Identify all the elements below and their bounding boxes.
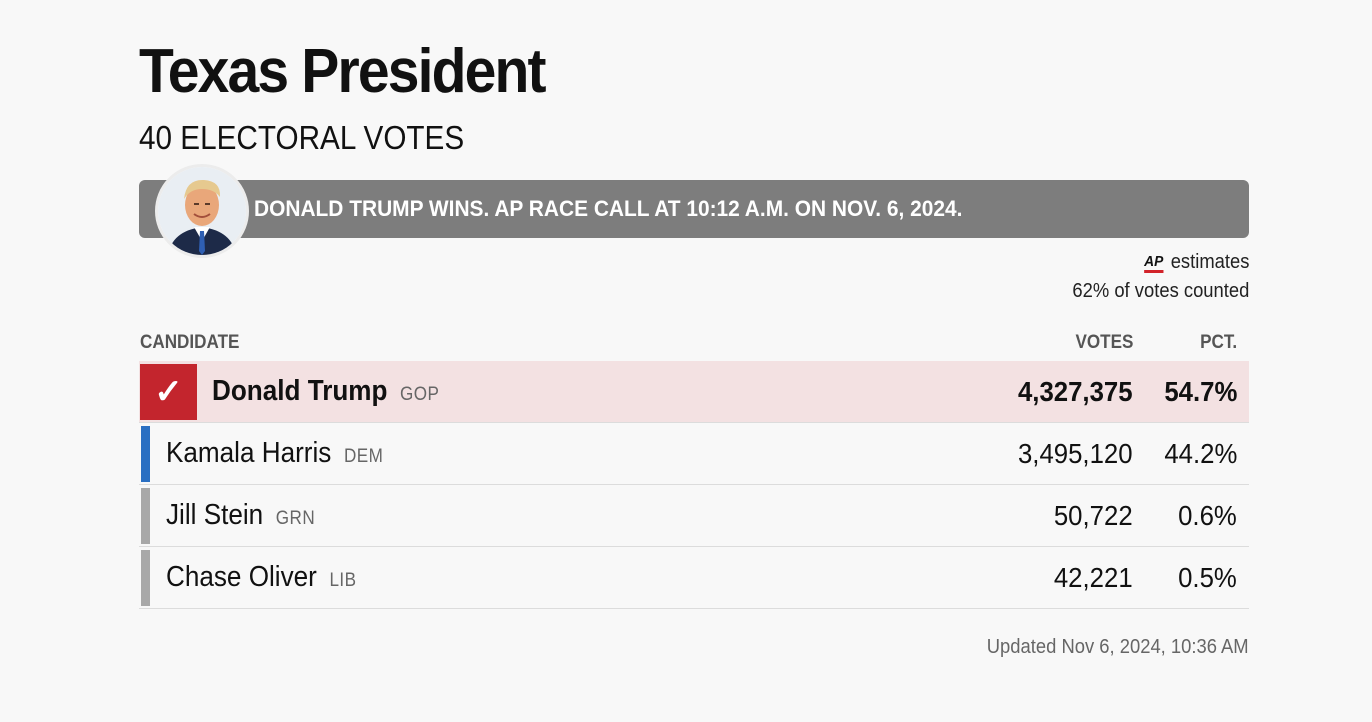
header-candidate: CANDIDATE: [140, 332, 240, 353]
party-color-bar: [141, 488, 150, 544]
vote-percent: 54.7%: [1163, 376, 1237, 407]
results-table: ✓ Donald Trump GOP 4,327,375 54.7% Kamala…: [139, 361, 1249, 609]
header-pct: PCT.: [1199, 332, 1237, 353]
vote-count: 3,495,120: [1018, 438, 1133, 469]
race-call-banner: DONALD TRUMP WINS. AP RACE CALL AT 10:12…: [139, 180, 1249, 238]
votes-counted: 62% of votes counted: [1072, 280, 1249, 302]
table-row: Chase Oliver LIB 42,221 0.5%: [139, 547, 1249, 609]
vote-count: 50,722: [1054, 500, 1133, 531]
candidate-name: Donald Trump GOP: [212, 375, 440, 407]
candidate-name: Chase Oliver LIB: [166, 561, 357, 593]
vote-count: 42,221: [1054, 562, 1133, 593]
table-row: Kamala Harris DEM 3,495,120 44.2%: [139, 423, 1249, 485]
table-row: Jill Stein GRN 50,722 0.6%: [139, 485, 1249, 547]
header-votes: VOTES: [1075, 332, 1133, 353]
winner-check-icon: ✓: [140, 364, 197, 420]
vote-count: 4,327,375: [1018, 376, 1133, 407]
table-header: CANDIDATE VOTES PCT.: [139, 332, 1249, 358]
estimates-label: estimates: [1170, 251, 1249, 273]
results-panel: Texas President 40 ELECTORAL VOTES DONAL…: [139, 36, 1249, 658]
updated-timestamp: Updated Nov 6, 2024, 10:36 AM: [987, 636, 1249, 658]
table-row: ✓ Donald Trump GOP 4,327,375 54.7%: [139, 361, 1249, 423]
party-color-bar: [141, 426, 150, 482]
party-label: LIB: [329, 570, 357, 591]
candidate-photo-icon: [158, 167, 246, 255]
vote-percent: 0.5%: [1178, 562, 1237, 593]
vote-percent: 44.2%: [1163, 438, 1237, 469]
ap-logo: AP: [1143, 254, 1163, 273]
party-label: DEM: [343, 446, 384, 467]
ap-estimates: AP estimates: [1143, 251, 1249, 274]
party-label: GOP: [400, 384, 440, 405]
party-color-bar: [141, 550, 150, 606]
winner-avatar: [155, 164, 249, 258]
page-title: Texas President: [139, 37, 547, 106]
party-label: GRN: [275, 508, 316, 529]
vote-percent: 0.6%: [1178, 500, 1237, 531]
electoral-votes-subtitle: 40 ELECTORAL VOTES: [139, 119, 465, 156]
race-call-text: DONALD TRUMP WINS. AP RACE CALL AT 10:12…: [254, 196, 963, 221]
candidate-name: Jill Stein GRN: [166, 499, 316, 531]
candidate-name: Kamala Harris DEM: [166, 437, 384, 469]
